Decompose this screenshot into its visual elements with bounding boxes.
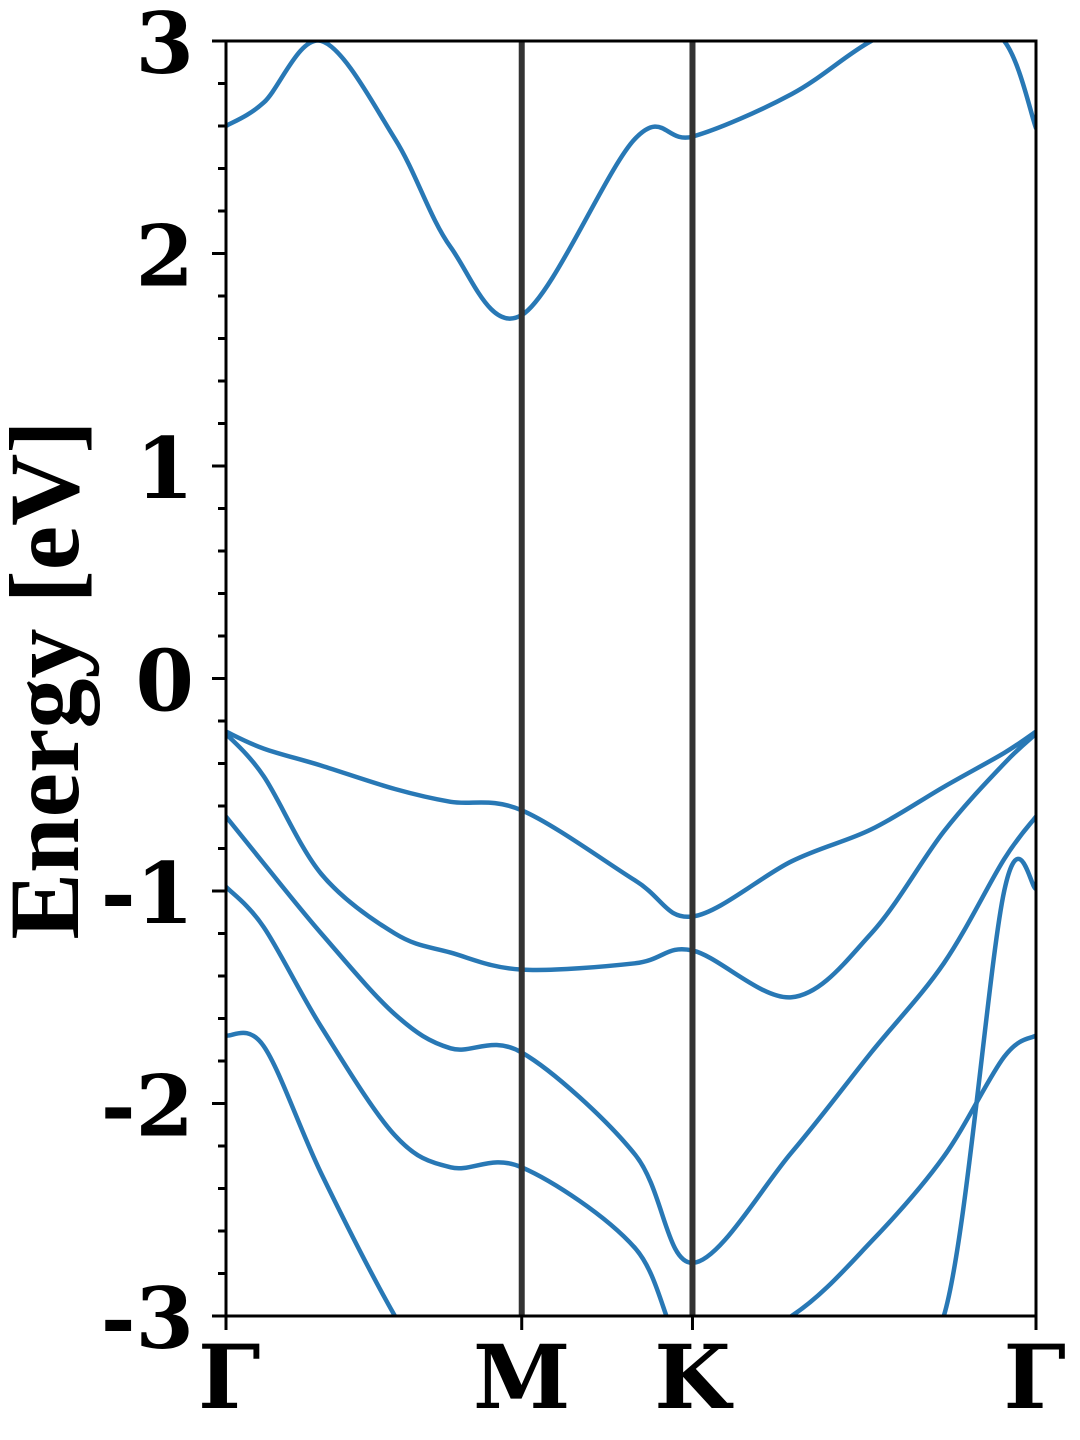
y-tick-label: 0 [136, 632, 194, 731]
y-tick-label: -1 [101, 844, 194, 943]
y-tick-label: 2 [136, 207, 194, 306]
y-tick-label: 3 [136, 0, 194, 93]
band-line-1 [226, 41, 1036, 321]
band-line-5 [226, 884, 1036, 1316]
y-axis-label: Energy [eV] [0, 420, 100, 939]
y-tick-label: -2 [101, 1057, 194, 1156]
x-tick-label: Γ [1004, 1325, 1066, 1429]
y-tick-label: -3 [101, 1269, 194, 1368]
band-line-4 [226, 814, 1036, 1266]
plot-background [226, 41, 1036, 1316]
y-tick-label: 1 [136, 419, 194, 518]
band-line-2 [226, 729, 1036, 919]
y-axis-ticks: -3 -2 -1 0 1 2 3 [101, 0, 226, 1368]
x-tick-label: M [473, 1325, 570, 1429]
x-tick-label: Γ [198, 1325, 260, 1429]
band-line-3 [226, 731, 1036, 1000]
symmetry-lines [518, 41, 696, 1316]
series-layer [226, 41, 1036, 1316]
band-line-6 [226, 856, 1036, 1316]
x-tick-label: K [654, 1325, 734, 1429]
